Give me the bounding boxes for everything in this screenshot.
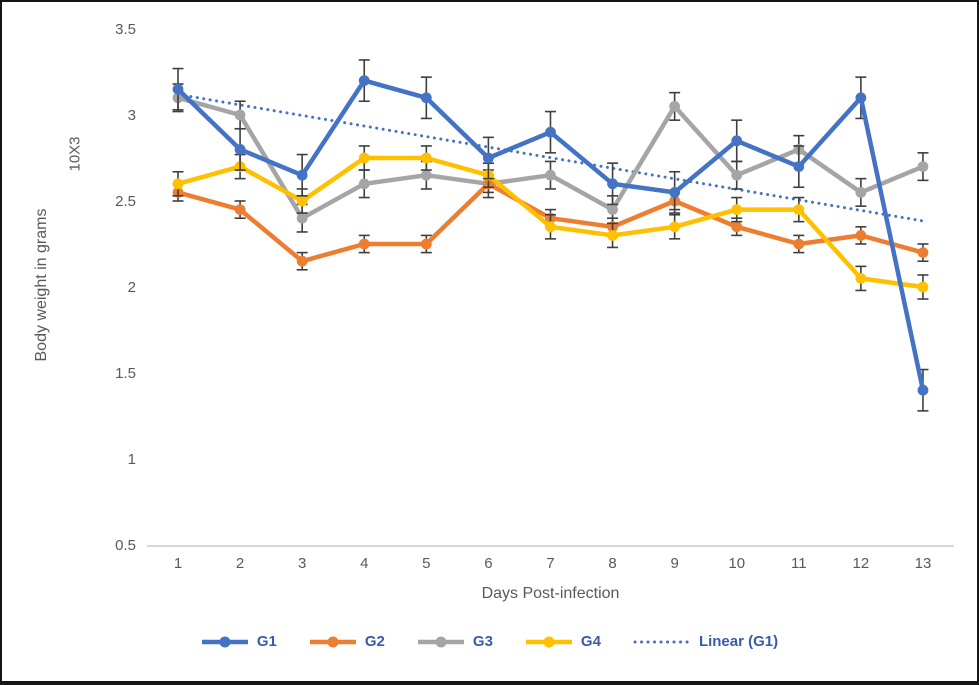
marker-G3 [234, 109, 246, 121]
marker-G1 [731, 135, 743, 147]
marker-G1 [358, 75, 370, 86]
marker-G2 [296, 255, 308, 267]
x-tick-label: 7 [546, 555, 554, 572]
marker-G4 [296, 195, 308, 207]
marker-G4 [607, 230, 618, 241]
y-tick-label: 2.5 [115, 193, 136, 210]
x-axis-title: Days Post-infection [481, 585, 620, 602]
x-tick-label: 8 [608, 555, 616, 572]
y-tick-label: 3 [128, 107, 136, 124]
marker-G1 [855, 92, 867, 104]
marker-G2 [731, 221, 743, 233]
x-tick-label: 11 [791, 555, 807, 572]
x-tick-label: 9 [670, 555, 678, 572]
y-tick-label: 3.5 [115, 21, 136, 38]
marker-G4 [855, 273, 867, 284]
x-tick-label: 1 [174, 555, 182, 572]
marker-G4 [731, 204, 743, 216]
y-tick-label: 2 [128, 279, 136, 296]
marker-G3 [545, 169, 556, 181]
marker-G1 [234, 144, 246, 155]
y-axis-unit-label: 10X3 [66, 136, 84, 172]
x-tick-label: 3 [298, 555, 306, 572]
marker-G3 [669, 101, 681, 112]
legend-item-g3: G3 [417, 633, 493, 650]
legend-item-trendline: Linear (G1) [633, 633, 778, 650]
marker-G4 [172, 178, 184, 190]
series-G1 [172, 59, 929, 412]
legend-label-g3: G3 [472, 633, 493, 650]
legend-label-trendline: Linear (G1) [698, 633, 779, 650]
marker-G2 [855, 230, 867, 241]
y-axis-title: Body weight in grams [33, 208, 50, 362]
legend-label-g2: G2 [364, 633, 385, 650]
y-tick-label: 1.5 [115, 365, 136, 382]
marker-G3 [855, 187, 867, 198]
marker-G4 [545, 221, 556, 233]
marker-G1 [607, 178, 618, 190]
marker-G3 [420, 169, 432, 181]
marker-G3 [358, 178, 370, 190]
legend-label-g1: G1 [256, 633, 277, 650]
marker-G1 [669, 187, 681, 198]
legend-marker-g3 [417, 636, 464, 647]
marker-G2 [234, 204, 246, 216]
marker-G3 [731, 169, 743, 181]
x-tick-label: 10 [728, 555, 745, 572]
legend-marker-g1 [201, 636, 248, 647]
marker-G1 [793, 161, 805, 173]
marker-G2 [917, 247, 929, 258]
y-tick-label: 1 [128, 451, 136, 468]
marker-G1 [545, 126, 556, 138]
marker-G1 [917, 384, 929, 396]
marker-G4 [358, 152, 370, 164]
x-tick-label: 2 [236, 555, 244, 572]
x-tick-label: 5 [422, 555, 430, 572]
x-tick-label: 12 [853, 555, 870, 572]
marker-G3 [296, 212, 308, 224]
marker-G1 [483, 152, 494, 164]
marker-G2 [793, 238, 805, 250]
x-tick-label: 6 [484, 555, 492, 572]
marker-G3 [607, 204, 618, 216]
marker-G2 [420, 238, 432, 250]
marker-G4 [669, 221, 681, 233]
y-tick-label: 0.5 [115, 537, 136, 554]
legend-item-g2: G2 [309, 633, 385, 650]
x-tick-label: 4 [360, 555, 368, 572]
legend-label-g4: G4 [580, 633, 601, 650]
legend-marker-g4 [525, 636, 572, 647]
marker-G1 [296, 169, 308, 181]
marker-G4 [420, 152, 432, 164]
marker-G4 [917, 281, 929, 293]
legend-item-g1: G1 [201, 633, 277, 650]
legend-marker-g2 [309, 636, 356, 647]
legend-marker-trendline [633, 640, 691, 643]
marker-G1 [420, 92, 432, 104]
marker-G2 [358, 238, 370, 250]
marker-G1 [172, 83, 184, 95]
legend-item-g4: G4 [525, 633, 601, 650]
legend: G1 G2 G3 G4 Linea [2, 633, 977, 650]
marker-G4 [793, 204, 805, 216]
marker-G3 [917, 161, 929, 173]
x-tick-label: 13 [915, 555, 932, 572]
